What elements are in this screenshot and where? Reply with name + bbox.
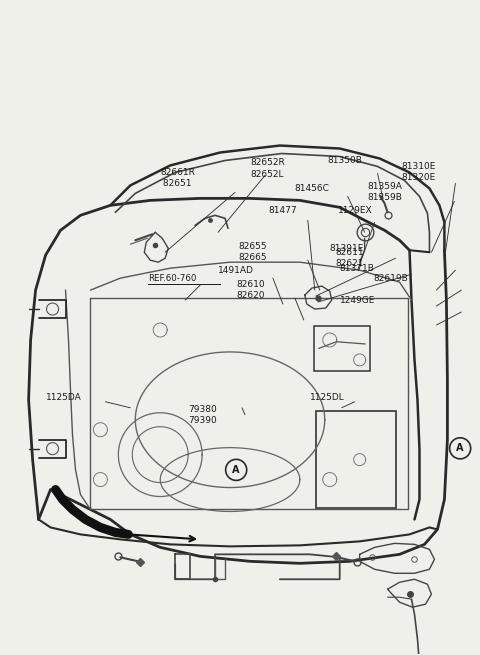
- Text: 1249GE: 1249GE: [340, 295, 375, 305]
- Text: 82652R
82652L: 82652R 82652L: [250, 159, 285, 179]
- Text: 81391E: 81391E: [330, 244, 364, 253]
- Bar: [314, 326, 370, 371]
- Text: 79380
79390: 79380 79390: [188, 405, 217, 425]
- Text: 81350B: 81350B: [328, 156, 362, 165]
- Text: 82619B: 82619B: [373, 274, 408, 283]
- Text: 81477: 81477: [268, 206, 297, 215]
- Text: 82610
82620: 82610 82620: [236, 280, 264, 300]
- Bar: [316, 411, 396, 508]
- Text: 81456C: 81456C: [295, 184, 330, 193]
- Text: 1129EX: 1129EX: [338, 206, 372, 215]
- Text: 81310E
81320E: 81310E 81320E: [402, 162, 436, 183]
- Text: REF.60-760: REF.60-760: [148, 274, 197, 283]
- Text: 81371B: 81371B: [340, 264, 374, 272]
- Text: 82655
82665: 82655 82665: [238, 242, 266, 262]
- Text: 81359A
81359B: 81359A 81359B: [368, 182, 403, 202]
- Text: A: A: [232, 465, 240, 475]
- Text: 1125DL: 1125DL: [310, 393, 345, 402]
- Text: A: A: [456, 443, 464, 453]
- Text: 82611
82621: 82611 82621: [336, 248, 364, 269]
- Text: 82661R
 82651: 82661R 82651: [160, 168, 195, 189]
- Text: 1491AD: 1491AD: [218, 266, 254, 274]
- Text: 1125DA: 1125DA: [46, 393, 81, 402]
